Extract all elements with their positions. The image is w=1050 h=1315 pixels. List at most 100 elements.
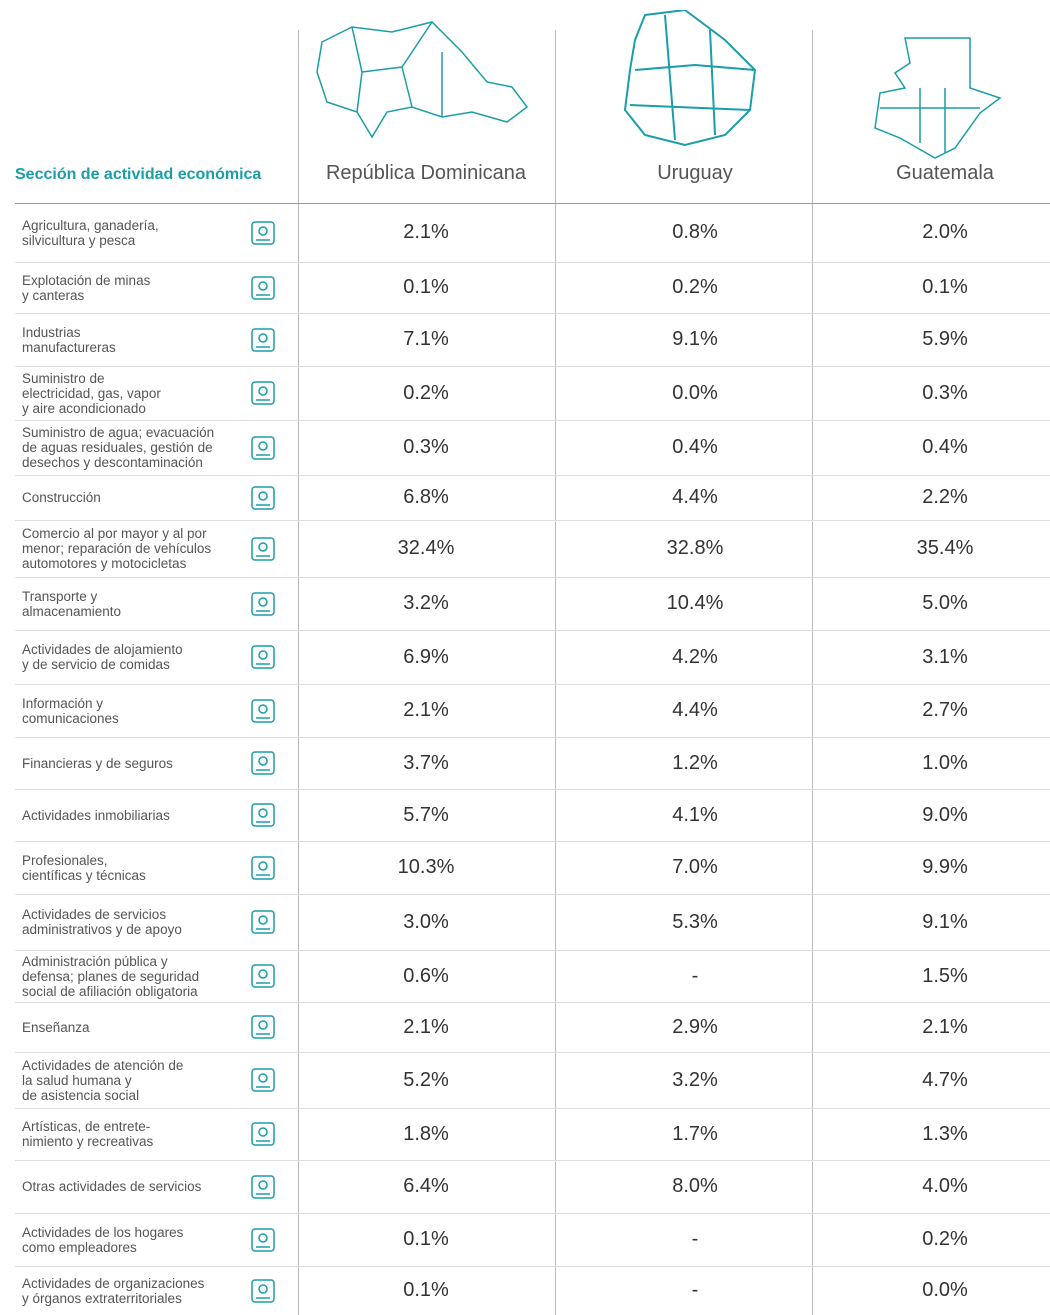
row-label: Enseñanza [22,1019,90,1035]
row-rule [15,520,1050,521]
row-rule [15,950,1050,951]
row-label: Industrias manufactureras [22,324,116,355]
value-cell: 5.2% [403,1068,449,1091]
row-icon [247,1275,279,1307]
value-cell: 0.1% [403,276,449,298]
row-label: Suministro de electricidad, gas, vapor y… [22,370,161,416]
row-label: Explotación de minas y canteras [22,272,151,303]
value-cell: 3.1% [922,645,968,668]
value-cell: 32.8% [666,537,724,559]
row-rule [15,1213,1050,1214]
value-cell: 10.3% [397,856,455,878]
row-icon [247,799,279,831]
value-cell: 2.7% [922,699,968,721]
row-icon [247,852,279,884]
row-label: Artísticas, de entrete- nimiento y recre… [22,1119,154,1149]
row-label: Otras actividades de servicios [22,1179,202,1194]
value-cell: 9.0% [922,803,968,826]
row-label: Actividades inmobiliarias [22,807,170,823]
value-cell: 4.4% [672,486,718,508]
row-icon [247,1171,279,1203]
row-icon [247,217,279,249]
row-icon [247,432,279,464]
value-cell: 0.0% [672,381,718,404]
row-rule [15,1002,1050,1003]
row-icon [247,960,279,992]
value-cell: 0.6% [403,964,449,987]
row-icon [247,1011,279,1043]
row-rule [15,366,1050,367]
row-rule [15,313,1050,314]
row-icon [247,695,279,727]
value-cell: 3.7% [403,751,449,774]
row-label: Administración pública y defensa; planes… [22,953,200,999]
row-rule [15,475,1050,476]
value-cell: 0.2% [672,276,718,298]
value-cell: 0.3% [403,436,449,458]
row-rule [15,1160,1050,1161]
row-rule [15,684,1050,685]
row-rule [15,1266,1050,1267]
column-header: Sección de actividad económica [15,166,262,183]
row-icon [247,1064,279,1096]
value-cell: 2.0% [922,221,968,243]
value-cell: 9.1% [672,328,718,350]
row-icon [247,533,279,565]
value-cell: 4.0% [922,1175,968,1197]
row-rule [15,630,1050,631]
row-icon [247,272,279,304]
value-cell: 6.9% [403,645,449,668]
row-icon [247,906,279,938]
value-cell: 9.9% [922,856,968,878]
value-cell: 0.1% [922,276,968,298]
value-cell: - [691,1279,699,1301]
row-icon [247,1224,279,1256]
value-cell: 32.4% [397,537,455,559]
value-cell: 1.0% [922,751,968,774]
value-cell: 9.1% [922,910,968,933]
row-icon [247,377,279,409]
value-cell: 3.2% [672,1068,718,1091]
value-cell: 7.1% [403,328,449,350]
value-cell: 0.0% [922,1279,968,1301]
row-icon [247,324,279,356]
value-cell: 4.7% [922,1068,968,1091]
row-label: Actividades de servicios administrativos… [22,907,182,937]
row-icon [247,747,279,779]
value-cell: 0.3% [922,381,968,404]
value-cell: 0.1% [403,1279,449,1301]
row-icon [247,1118,279,1150]
row-rule [15,894,1050,895]
value-cell: 0.4% [922,436,968,458]
value-cell: 10.4% [666,592,724,614]
value-cell: 1.3% [922,1122,968,1145]
row-label: Suministro de agua; evacuación de aguas … [22,425,215,470]
value-cell: 5.3% [672,910,718,933]
row-label: Agricultura, ganadería, silvicultura y p… [22,217,159,248]
value-cell: 8.0% [672,1175,718,1197]
value-cell: - [691,1228,699,1250]
value-cell: 35.4% [916,537,974,559]
row-icon [247,482,279,514]
value-cell: 4.1% [672,803,718,826]
row-label: Información y comunicaciones [22,695,119,726]
row-label: Financieras y de seguros [22,755,173,771]
value-cell: 5.9% [922,328,968,350]
value-cell: 0.2% [922,1228,968,1250]
column-divider [812,30,813,1315]
value-cell: 5.0% [922,592,968,614]
value-cell: 1.2% [672,751,718,774]
map-uruguay [623,10,757,147]
value-cell: 3.0% [403,910,449,933]
value-cell: 1.8% [403,1122,449,1145]
value-cell: 2.9% [672,1015,718,1038]
value-cell: 1.5% [922,964,968,987]
value-cell: 0.8% [672,221,718,243]
row-label: Construcción [22,490,101,505]
row-label: Actividades de los hogares como empleado… [22,1224,184,1255]
row-rule [15,1052,1050,1053]
column-header: República Dominicana [325,162,527,184]
value-cell: 6.4% [403,1175,449,1197]
row-label: Actividades de organizaciones y órganos … [22,1275,205,1306]
